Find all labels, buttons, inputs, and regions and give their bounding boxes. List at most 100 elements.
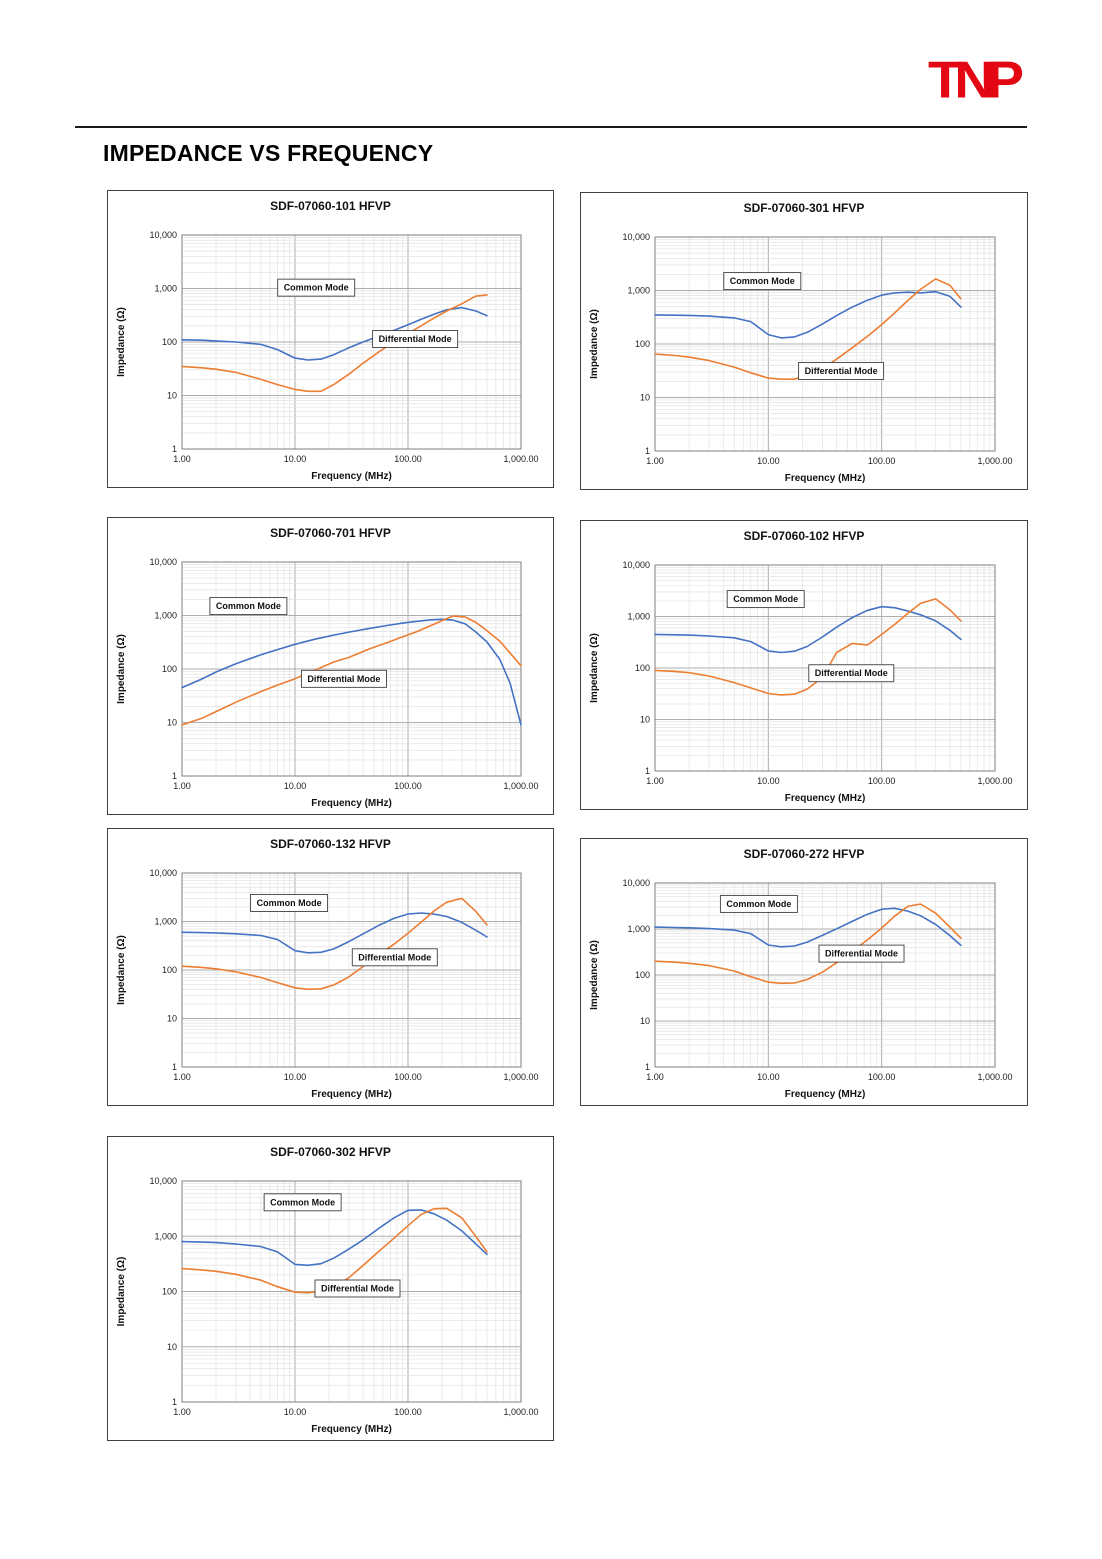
svg-text:Differential Mode: Differential Mode (358, 952, 431, 962)
page-title: IMPEDANCE VS FREQUENCY (103, 140, 434, 166)
header-rule (75, 126, 1027, 128)
chart-title: SDF-07060-102 HFVP (743, 529, 865, 543)
svg-text:1,000.00: 1,000.00 (977, 456, 1012, 466)
svg-text:1: 1 (645, 1062, 650, 1072)
svg-text:10: 10 (640, 1016, 650, 1026)
impedance-chart-svg: 1 10 100 1,000 10,000 1.00 10.00 100.00 1,000.00… (589, 878, 1013, 1100)
svg-text:10,000: 10,000 (149, 230, 177, 240)
svg-text:Impedance (Ω): Impedance (Ω) (589, 633, 600, 703)
svg-text:Common Mode: Common Mode (216, 601, 281, 611)
svg-text:1,000.00: 1,000.00 (503, 1072, 538, 1082)
chart-panel-sdf-07060-701: SDF-07060-701 HFVP 1 10 100 1,000 10,000 1.00… (107, 517, 554, 815)
svg-text:10,000: 10,000 (149, 868, 177, 878)
svg-text:10,000: 10,000 (149, 557, 177, 567)
chart-panel-sdf-07060-301: SDF-07060-301 HFVP 1 10 100 1,000 10,000 1.00… (580, 192, 1028, 490)
svg-text:1,000: 1,000 (154, 611, 177, 621)
chart-panel-sdf-07060-132: SDF-07060-132 HFVP 1 10 100 1,000 10,000 1.00… (107, 828, 554, 1106)
svg-text:1: 1 (172, 444, 177, 454)
chart-panel-sdf-07060-101: SDF-07060-101 HFVP 1 10 100 1,000 10,000 1.00… (107, 190, 554, 488)
svg-text:10,000: 10,000 (622, 878, 650, 888)
chart-title: SDF-07060-132 HFVP (270, 837, 391, 851)
svg-text:Impedance (Ω): Impedance (Ω) (589, 940, 600, 1010)
svg-text:1.00: 1.00 (173, 781, 191, 791)
svg-text:1.00: 1.00 (173, 454, 191, 464)
svg-text:100: 100 (162, 664, 177, 674)
svg-text:Frequency (MHz): Frequency (MHz) (785, 793, 866, 804)
svg-text:10: 10 (167, 1014, 177, 1024)
svg-text:1: 1 (172, 771, 177, 781)
svg-text:100.00: 100.00 (394, 781, 422, 791)
svg-text:1,000: 1,000 (154, 284, 177, 294)
chart-panel-sdf-07060-302: SDF-07060-302 HFVP 1 10 100 1,000 10,000 1.00… (107, 1136, 554, 1441)
svg-text:10: 10 (640, 715, 650, 725)
svg-text:1,000.00: 1,000.00 (503, 454, 538, 464)
svg-text:1.00: 1.00 (646, 456, 664, 466)
chart-title: SDF-07060-272 HFVP (743, 847, 865, 861)
svg-text:100.00: 100.00 (394, 454, 422, 464)
svg-text:1: 1 (172, 1397, 177, 1407)
tnp-logo: TNP (928, 50, 1024, 109)
impedance-chart-svg: 1 10 100 1,000 10,000 1.00 10.00 100.00 1,000.00… (116, 230, 539, 482)
svg-text:1.00: 1.00 (646, 776, 664, 786)
svg-text:1,000: 1,000 (627, 924, 650, 934)
svg-text:10,000: 10,000 (622, 560, 650, 570)
chart-panel-sdf-07060-272: SDF-07060-272 HFVP 1 10 100 1,000 10,000 1.00… (580, 838, 1028, 1106)
svg-text:Frequency (MHz): Frequency (MHz) (785, 473, 866, 484)
chart-title: SDF-07060-302 HFVP (270, 1145, 391, 1159)
svg-text:Common Mode: Common Mode (730, 276, 795, 286)
impedance-chart-svg: 1 10 100 1,000 10,000 1.00 10.00 100.00 1,000.00… (589, 232, 1013, 484)
svg-text:Differential Mode: Differential Mode (379, 334, 452, 344)
svg-text:10: 10 (167, 391, 177, 401)
svg-text:100: 100 (635, 970, 650, 980)
svg-text:Impedance (Ω): Impedance (Ω) (589, 309, 600, 379)
svg-text:10,000: 10,000 (622, 232, 650, 242)
impedance-chart-svg: 1 10 100 1,000 10,000 1.00 10.00 100.00 1,000.00… (116, 868, 539, 1100)
svg-text:100.00: 100.00 (868, 776, 896, 786)
svg-text:Differential Mode: Differential Mode (307, 674, 380, 684)
svg-text:100: 100 (162, 1287, 177, 1297)
chart-title: SDF-07060-101 HFVP (270, 199, 391, 213)
svg-text:Differential Mode: Differential Mode (805, 366, 878, 376)
svg-text:Differential Mode: Differential Mode (321, 1284, 394, 1294)
svg-text:1,000: 1,000 (154, 1231, 177, 1241)
svg-text:Common Mode: Common Mode (733, 594, 798, 604)
svg-text:Common Mode: Common Mode (726, 899, 791, 909)
svg-text:100.00: 100.00 (394, 1072, 422, 1082)
svg-text:10: 10 (167, 1342, 177, 1352)
svg-text:Impedance (Ω): Impedance (Ω) (116, 1257, 127, 1327)
svg-text:10.00: 10.00 (757, 776, 780, 786)
svg-text:1,000.00: 1,000.00 (977, 1072, 1012, 1082)
svg-text:Frequency (MHz): Frequency (MHz) (311, 471, 392, 482)
svg-text:1: 1 (645, 446, 650, 456)
svg-text:Frequency (MHz): Frequency (MHz) (311, 1089, 392, 1100)
chart-panel-sdf-07060-102: SDF-07060-102 HFVP 1 10 100 1,000 10,000 1.00… (580, 520, 1028, 810)
svg-text:Impedance (Ω): Impedance (Ω) (116, 935, 127, 1005)
svg-text:1,000: 1,000 (627, 286, 650, 296)
svg-text:10: 10 (640, 393, 650, 403)
svg-text:Impedance (Ω): Impedance (Ω) (116, 634, 127, 704)
svg-text:10.00: 10.00 (284, 1072, 307, 1082)
svg-text:10,000: 10,000 (149, 1176, 177, 1186)
svg-text:Common Mode: Common Mode (284, 283, 349, 293)
svg-text:1: 1 (172, 1062, 177, 1072)
svg-text:Frequency (MHz): Frequency (MHz) (311, 798, 392, 809)
impedance-chart-svg: 1 10 100 1,000 10,000 1.00 10.00 100.00 1,000.00… (589, 560, 1013, 804)
chart-title: SDF-07060-701 HFVP (270, 526, 391, 540)
svg-text:1.00: 1.00 (646, 1072, 664, 1082)
svg-text:1,000.00: 1,000.00 (503, 781, 538, 791)
svg-text:100.00: 100.00 (394, 1407, 422, 1417)
svg-text:100: 100 (635, 339, 650, 349)
svg-text:10.00: 10.00 (284, 781, 307, 791)
svg-text:Common Mode: Common Mode (270, 1197, 335, 1207)
svg-text:100.00: 100.00 (868, 456, 896, 466)
svg-text:10.00: 10.00 (757, 1072, 780, 1082)
svg-text:Differential Mode: Differential Mode (825, 949, 898, 959)
svg-text:10: 10 (167, 718, 177, 728)
svg-text:Frequency (MHz): Frequency (MHz) (785, 1089, 866, 1100)
svg-text:Differential Mode: Differential Mode (815, 668, 888, 678)
svg-text:1,000: 1,000 (154, 917, 177, 927)
svg-text:Common Mode: Common Mode (257, 898, 322, 908)
impedance-chart-svg: 1 10 100 1,000 10,000 1.00 10.00 100.00 1,000.00… (116, 1176, 539, 1435)
chart-title: SDF-07060-301 HFVP (743, 201, 865, 215)
